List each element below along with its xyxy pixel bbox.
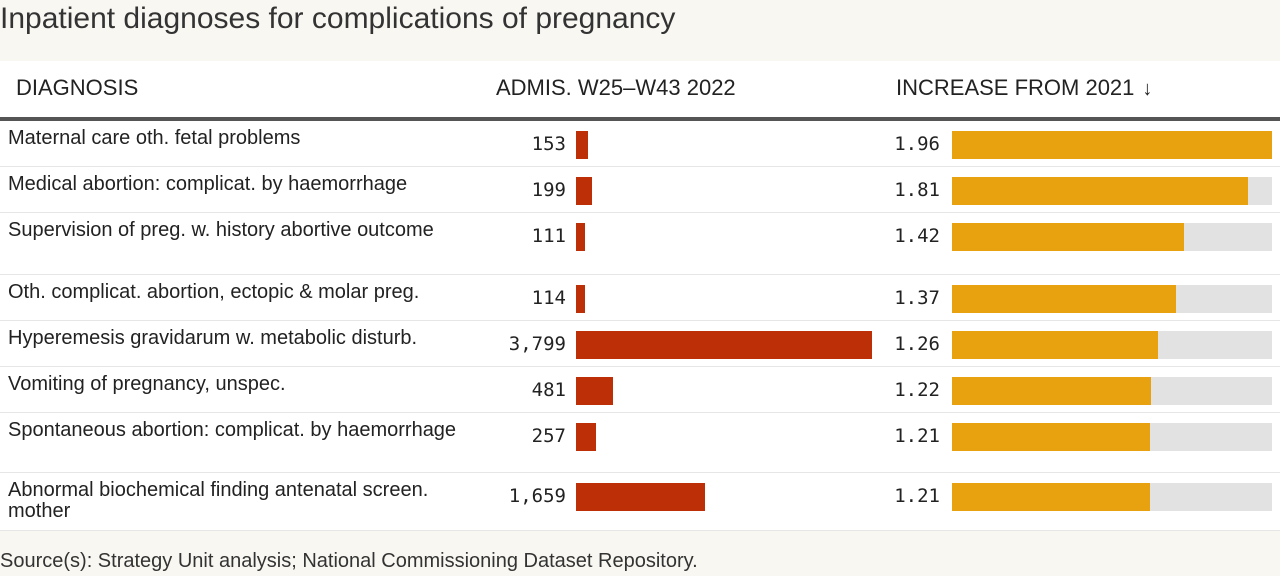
admissions-value: 257	[531, 425, 566, 447]
increase-value: 1.22	[894, 379, 940, 401]
admissions-bar	[576, 131, 588, 159]
increase-value: 1.37	[894, 287, 940, 309]
chart-table: DIAGNOSIS ADMIS. W25–W43 2022 INCREASE F…	[0, 61, 1280, 531]
table-row: Hyperemesis gravidarum w. metabolic dist…	[0, 321, 1280, 367]
diagnosis-label: Medical abortion: complicat. by haemorrh…	[8, 173, 408, 195]
source-note: Source(s): Strategy Unit analysis; Natio…	[0, 550, 698, 572]
table-row: Spontaneous abortion: complicat. by haem…	[0, 413, 1280, 473]
sort-down-arrow-icon: ↓	[1142, 78, 1153, 100]
increase-bar	[952, 423, 1150, 451]
increase-value: 1.42	[894, 225, 940, 247]
diagnosis-label: Supervision of preg. w. history abortive…	[8, 219, 434, 241]
table-row: Supervision of preg. w. history abortive…	[0, 213, 1280, 275]
column-header-admissions[interactable]: ADMIS. W25–W43 2022	[496, 75, 736, 100]
column-header-increase[interactable]: INCREASE FROM 2021 ↓	[896, 75, 1152, 101]
increase-bar	[952, 177, 1248, 205]
admissions-bar	[576, 177, 592, 205]
increase-bar-track	[952, 423, 1272, 451]
admissions-bar	[576, 423, 596, 451]
table-row: Abnormal biochemical finding antenatal s…	[0, 473, 1280, 531]
table-row: Medical abortion: complicat. by haemorrh…	[0, 167, 1280, 213]
admissions-value: 153	[531, 133, 566, 155]
admissions-value: 3,799	[508, 333, 566, 355]
table-row: Maternal care oth. fetal problems 153 1.96	[0, 121, 1280, 167]
admissions-bar	[576, 223, 585, 251]
increase-value: 1.96	[894, 133, 940, 155]
admissions-bar	[576, 285, 585, 313]
increase-bar-track	[952, 331, 1272, 359]
diagnosis-label: Oth. complicat. abortion, ectopic & mola…	[8, 281, 420, 303]
increase-bar	[952, 483, 1150, 511]
increase-bar-track	[952, 223, 1272, 251]
admissions-value: 114	[531, 287, 566, 309]
diagnosis-label: Vomiting of pregnancy, unspec.	[8, 373, 286, 395]
chart-title: Inpatient diagnoses for complications of…	[0, 2, 676, 35]
increase-value: 1.21	[894, 485, 940, 507]
diagnosis-label: Hyperemesis gravidarum w. metabolic dist…	[8, 327, 418, 349]
increase-bar-track	[952, 285, 1272, 313]
diagnosis-label: Maternal care oth. fetal problems	[8, 127, 301, 149]
increase-bar	[952, 377, 1151, 405]
increase-bar	[952, 331, 1158, 359]
increase-value: 1.21	[894, 425, 940, 447]
increase-bar-track	[952, 483, 1272, 511]
table-row: Vomiting of pregnancy, unspec. 481 1.22	[0, 367, 1280, 413]
increase-bar-track	[952, 377, 1272, 405]
table-header: DIAGNOSIS ADMIS. W25–W43 2022 INCREASE F…	[0, 61, 1280, 121]
admissions-value: 1,659	[508, 485, 566, 507]
diagnosis-label: Spontaneous abortion: complicat. by haem…	[8, 419, 457, 441]
increase-bar	[952, 285, 1176, 313]
column-header-diagnosis[interactable]: DIAGNOSIS	[16, 75, 139, 100]
increase-value: 1.81	[894, 179, 940, 201]
table-row: Oth. complicat. abortion, ectopic & mola…	[0, 275, 1280, 321]
admissions-bar	[576, 331, 872, 359]
admissions-value: 481	[531, 379, 566, 401]
increase-bar-track	[952, 131, 1272, 159]
increase-bar-track	[952, 177, 1272, 205]
admissions-value: 111	[531, 225, 566, 247]
increase-value: 1.26	[894, 333, 940, 355]
increase-bar	[952, 131, 1272, 159]
column-header-increase-label: INCREASE FROM 2021	[896, 75, 1135, 100]
diagnosis-label: Abnormal biochemical finding antenatal s…	[8, 479, 429, 522]
increase-bar	[952, 223, 1184, 251]
admissions-bar	[576, 483, 705, 511]
admissions-bar	[576, 377, 613, 405]
admissions-value: 199	[531, 179, 566, 201]
